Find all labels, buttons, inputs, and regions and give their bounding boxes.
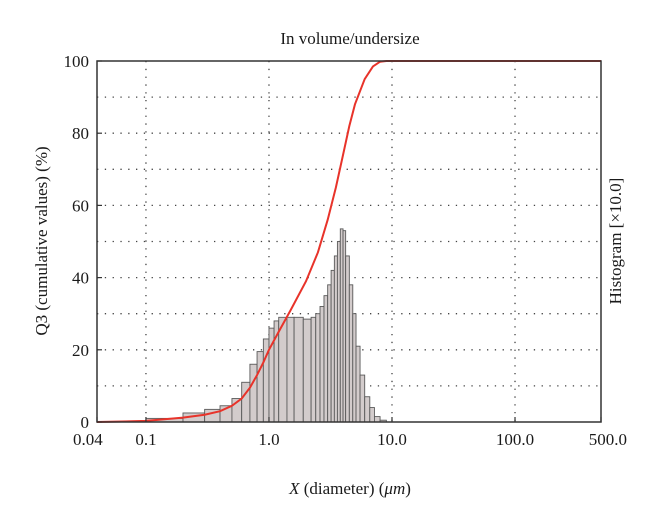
y-tick-label: 60 bbox=[72, 196, 89, 215]
histogram-bar bbox=[310, 316, 317, 423]
histogram-bars bbox=[145, 228, 387, 423]
y-tick-label: 80 bbox=[72, 124, 89, 143]
x-axis-title-text: (diameter) ( bbox=[299, 479, 384, 498]
axis-ticks: 0.04 0.1 1.0 10.0 100.0 500.0 0 20 40 60 80 100 bbox=[64, 52, 628, 449]
x-tick-label: 0.04 bbox=[73, 430, 103, 449]
histogram-bar bbox=[278, 316, 288, 423]
histogram-bar bbox=[249, 363, 258, 423]
histogram-bar bbox=[315, 313, 321, 423]
x-tick-label: 500.0 bbox=[589, 430, 627, 449]
x-axis-title: X (diameter) (μm) bbox=[288, 479, 411, 498]
y-tick-label: 40 bbox=[72, 269, 89, 288]
y-tick-label: 100 bbox=[64, 52, 90, 71]
histogram-bar bbox=[369, 407, 375, 423]
histogram-bar bbox=[355, 345, 361, 423]
y-axis-title: Q3 (cumulative values) (%) bbox=[32, 146, 51, 335]
y-tick-label: 0 bbox=[81, 413, 90, 432]
y-tick-label: 20 bbox=[72, 341, 89, 360]
x-tick-label: 1.0 bbox=[258, 430, 279, 449]
histogram-bar bbox=[286, 316, 295, 423]
histogram-bar bbox=[359, 374, 366, 423]
x-axis-title-unit: μm bbox=[383, 479, 405, 498]
histogram-bar bbox=[373, 416, 381, 423]
x-axis-title-close: ) bbox=[405, 479, 411, 498]
x-tick-label: 100.0 bbox=[496, 430, 534, 449]
histogram-bar bbox=[327, 284, 332, 423]
histogram-bar bbox=[330, 269, 335, 423]
plot-frame bbox=[96, 60, 602, 423]
histogram-bar bbox=[364, 396, 371, 423]
q3-cumulative-line bbox=[96, 60, 601, 423]
histogram-bar bbox=[302, 318, 312, 423]
chart-title: In volume/undersize bbox=[280, 29, 419, 48]
histogram-bar bbox=[319, 306, 325, 423]
histogram-bar bbox=[352, 313, 357, 423]
x-tick-label: 0.1 bbox=[135, 430, 156, 449]
histogram-bar bbox=[345, 255, 350, 423]
histogram-axis-title: Histogram [×10.0] bbox=[606, 178, 625, 305]
x-tick-label: 10.0 bbox=[377, 430, 407, 449]
histogram-bar bbox=[333, 255, 338, 423]
histogram-bar bbox=[323, 295, 329, 423]
histogram-bar bbox=[293, 316, 304, 423]
grid-lines bbox=[97, 61, 601, 422]
x-axis-title-symbol: X bbox=[288, 479, 300, 498]
histogram-bar bbox=[348, 284, 354, 423]
